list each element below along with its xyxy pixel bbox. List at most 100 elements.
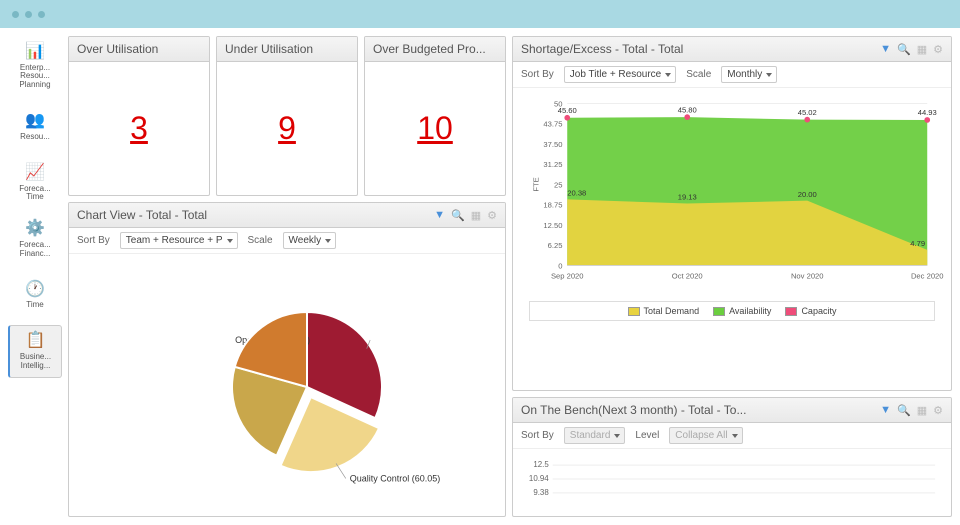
kpi-over-budgeted: Over Budgeted Pro... 10 (364, 36, 506, 196)
sidebar-item[interactable]: 📋Busine... Intellig... (8, 325, 62, 377)
svg-text:0: 0 (558, 261, 562, 270)
sidebar-label: Time (26, 301, 43, 310)
filter-row: Sort By Job Title + Resource Scale Month… (513, 62, 951, 88)
legend-item: Capacity (785, 306, 836, 316)
ytick: 12.5 (533, 460, 549, 469)
filter-row: Sort By Team + Resource + P Scale Weekly (69, 228, 505, 254)
card-header: Over Budgeted Pro... (365, 37, 505, 62)
svg-text:Nov 2020: Nov 2020 (791, 272, 824, 281)
card-body: 06.2512.5018.752531.2537.5043.7550FTE45.… (513, 88, 951, 390)
on-the-bench-card: On The Bench(Next 3 month) - Total - To.… (512, 397, 952, 517)
svg-text:20.00: 20.00 (798, 190, 817, 199)
card-body: 12.5 10.94 9.38 (513, 449, 951, 516)
svg-text:25: 25 (554, 180, 562, 189)
main-layout: 📊 Enterp... Resou... Planning 👥 Resou... 📈 Fo… (0, 28, 960, 525)
ytick: 10.94 (529, 474, 549, 483)
svg-text:Sep 2020: Sep 2020 (551, 272, 584, 281)
filter-icon[interactable]: ▼ (880, 404, 891, 417)
card-title: Under Utilisation (225, 42, 313, 56)
ytick: 9.38 (533, 488, 549, 497)
filter-row: Sort By Standard Level Collapse All (513, 423, 951, 449)
svg-text:37.50: 37.50 (543, 140, 562, 149)
sidebar-icon: 📊 (25, 43, 45, 61)
search-icon[interactable]: 🔍 (451, 209, 465, 222)
sidebar-label: Foreca... Time (11, 185, 59, 203)
scale-select[interactable]: Weekly (283, 232, 337, 249)
card-body: 3 (69, 62, 209, 195)
sidebar-item[interactable]: 📊 Enterp... Resou... Planning (8, 36, 62, 97)
svg-text:Dec 2020: Dec 2020 (911, 272, 944, 281)
browser-chrome (0, 0, 960, 28)
svg-text:44.93: 44.93 (918, 108, 937, 117)
table-icon[interactable]: ▦ (471, 209, 481, 222)
content-grid: Over Utilisation 3 Under Utilisation 9 O… (68, 36, 952, 517)
sidebar-icon: 📈 (25, 164, 45, 182)
shortage-chart: 06.2512.5018.752531.2537.5043.7550FTE45.… (519, 94, 945, 294)
table-icon[interactable]: ▦ (917, 43, 927, 56)
sidebar-label: Resou... (20, 133, 50, 142)
card-tools: ▼ 🔍 ▦ ⚙ (434, 209, 497, 222)
svg-text:6.25: 6.25 (548, 241, 563, 250)
kpi-value[interactable]: 3 (130, 110, 148, 147)
sortby-select[interactable]: Standard (564, 427, 626, 444)
table-icon[interactable]: ▦ (917, 404, 927, 417)
card-body: Operations (77.00)Quality Control (60.05… (69, 254, 505, 516)
svg-text:4.79: 4.79 (910, 239, 925, 248)
card-tools: ▼ 🔍 ▦ ⚙ (880, 43, 943, 56)
level-select[interactable]: Collapse All (669, 427, 742, 444)
search-icon[interactable]: 🔍 (897, 404, 911, 417)
search-icon[interactable]: 🔍 (897, 43, 911, 56)
sortby-select[interactable]: Job Title + Resource (564, 66, 676, 83)
chart-legend: Total Demand Availability Capacity (529, 301, 935, 321)
svg-text:Quality Control (60.05): Quality Control (60.05) (350, 473, 441, 483)
svg-text:45.80: 45.80 (678, 105, 697, 114)
window-dot (25, 11, 32, 18)
sidebar-item[interactable]: 👥 Resou... (8, 101, 62, 153)
sidebar-item[interactable]: ⚙️ Foreca... Financ... (8, 213, 62, 265)
card-tools: ▼ 🔍 ▦ ⚙ (880, 404, 943, 417)
sortby-label: Sort By (521, 430, 554, 441)
sortby-select[interactable]: Team + Resource + P (120, 232, 238, 249)
gear-icon[interactable]: ⚙ (933, 404, 943, 417)
card-body: 10 (365, 62, 505, 195)
chart-view-card: Chart View - Total - Total ▼ 🔍 ▦ ⚙ Sort … (68, 202, 506, 517)
sidebar-icon: 👥 (25, 112, 45, 130)
svg-text:19.13: 19.13 (678, 193, 697, 202)
kpi-value[interactable]: 9 (278, 110, 296, 147)
sortby-label: Sort By (521, 69, 554, 80)
level-label: Level (635, 430, 659, 441)
legend-item: Availability (713, 306, 771, 316)
svg-text:31.25: 31.25 (543, 160, 562, 169)
sidebar-label: Foreca... Financ... (11, 241, 59, 259)
scale-select[interactable]: Monthly (721, 66, 777, 83)
gear-icon[interactable]: ⚙ (933, 43, 943, 56)
card-header: Chart View - Total - Total ▼ 🔍 ▦ ⚙ (69, 203, 505, 228)
svg-text:FTE: FTE (532, 177, 541, 191)
kpi-over-utilisation: Over Utilisation 3 (68, 36, 210, 196)
card-body: 9 (217, 62, 357, 195)
svg-text:Oct 2020: Oct 2020 (672, 272, 703, 281)
sidebar-item[interactable]: 🕐Time (8, 269, 62, 321)
scale-label: Scale (248, 235, 273, 246)
sidebar-label: Enterp... Resou... Planning (11, 64, 59, 90)
gear-icon[interactable]: ⚙ (487, 209, 497, 222)
filter-icon[interactable]: ▼ (880, 43, 891, 56)
shortage-excess-card: Shortage/Excess - Total - Total ▼ 🔍 ▦ ⚙ … (512, 36, 952, 391)
card-header: Under Utilisation (217, 37, 357, 62)
sidebar-icon: ⚙️ (25, 220, 45, 238)
svg-text:18.75: 18.75 (543, 201, 562, 210)
sidebar-item[interactable]: 📈 Foreca... Time (8, 157, 62, 209)
sortby-label: Sort By (77, 235, 110, 246)
legend-item: Total Demand (628, 306, 700, 316)
svg-text:12.50: 12.50 (543, 221, 562, 230)
window-dot (38, 11, 45, 18)
card-header: Over Utilisation (69, 37, 209, 62)
right-column: Shortage/Excess - Total - Total ▼ 🔍 ▦ ⚙ … (512, 36, 952, 517)
pie-chart: Operations (77.00)Quality Control (60.05… (77, 272, 497, 492)
card-header: On The Bench(Next 3 month) - Total - To.… (513, 398, 951, 423)
kpi-under-utilisation: Under Utilisation 9 (216, 36, 358, 196)
kpi-value[interactable]: 10 (417, 110, 453, 147)
sidebar-label: Busine... Intellig... (12, 353, 59, 371)
filter-icon[interactable]: ▼ (434, 209, 445, 222)
card-title: On The Bench(Next 3 month) - Total - To.… (521, 403, 746, 417)
